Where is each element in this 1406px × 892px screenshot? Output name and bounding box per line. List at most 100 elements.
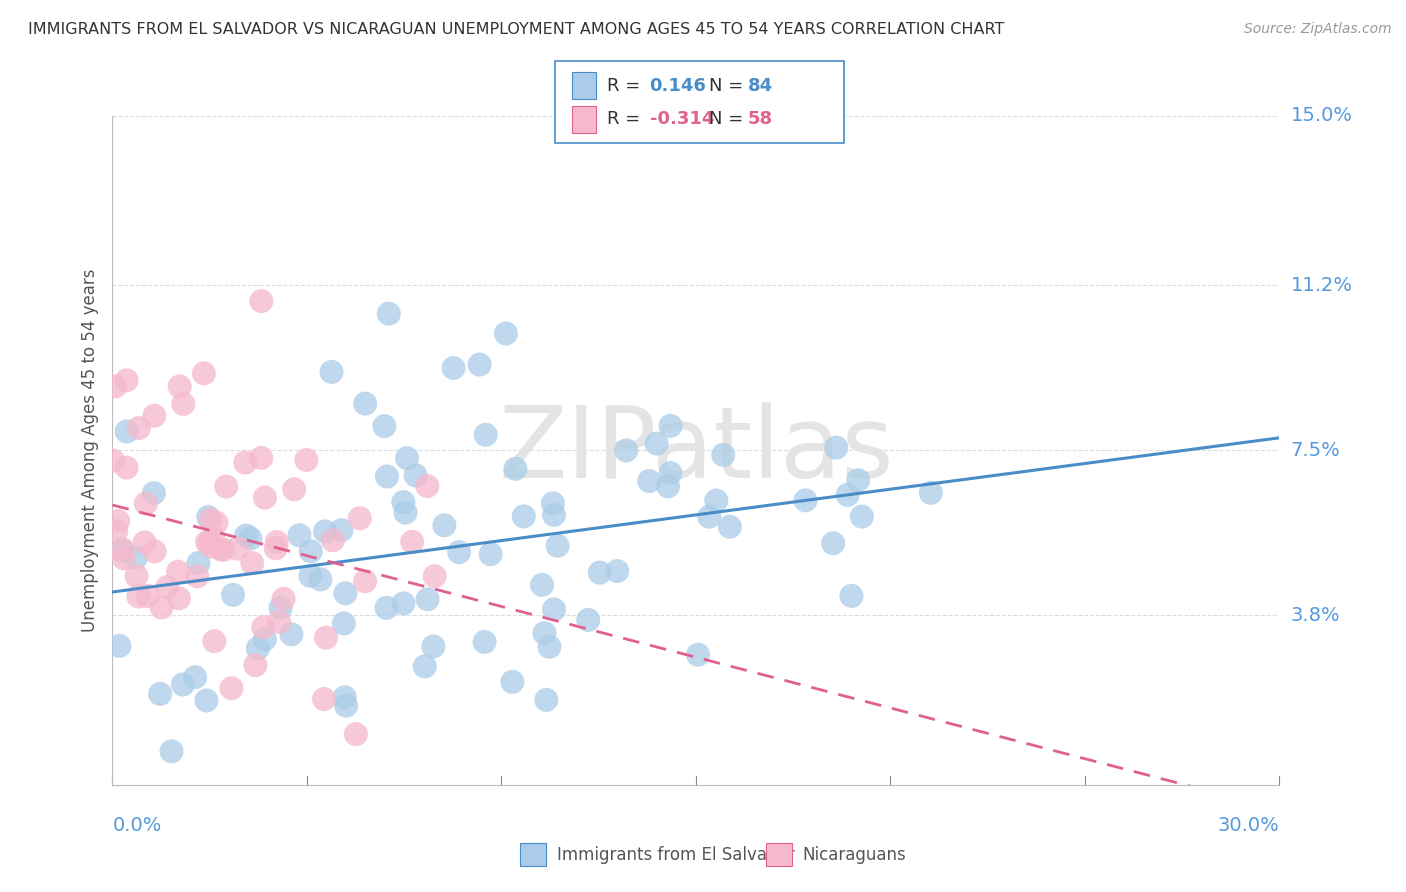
Point [443, 361, 465, 376]
Point [416, 592, 439, 607]
Text: IMMIGRANTS FROM EL SALVADOR VS NICARAGUAN UNEMPLOYMENT AMONG AGES 45 TO 54 YEARS: IMMIGRANTS FROM EL SALVADOR VS NICARAGUA… [28, 22, 1004, 37]
Point [349, 511, 371, 525]
Point [395, 451, 418, 466]
Point [846, 473, 869, 487]
Point [239, 532, 262, 546]
Point [645, 436, 668, 450]
Point [394, 506, 416, 520]
Point [401, 534, 423, 549]
Point [212, 542, 235, 557]
Point [195, 693, 218, 707]
Point [330, 523, 353, 537]
Point [172, 677, 194, 691]
Point [253, 632, 276, 647]
Text: 7.5%: 7.5% [1291, 441, 1340, 460]
Point [108, 639, 131, 653]
Point [233, 456, 256, 470]
Point [505, 462, 527, 476]
Text: 11.2%: 11.2% [1291, 276, 1353, 295]
Point [101, 453, 124, 467]
Point [314, 524, 336, 539]
Point [433, 518, 456, 533]
Point [202, 530, 225, 544]
Point [449, 545, 471, 559]
Point [321, 365, 343, 379]
Text: ZIPatlas: ZIPatlas [498, 402, 894, 499]
Point [172, 397, 194, 411]
Point [823, 536, 845, 550]
Point [200, 513, 222, 527]
Point [115, 460, 138, 475]
Point [250, 294, 273, 309]
Point [105, 524, 128, 538]
Text: -0.314: -0.314 [650, 111, 714, 128]
Point [226, 541, 249, 556]
Point [125, 569, 148, 583]
Point [697, 509, 720, 524]
Point [606, 564, 628, 578]
Point [200, 540, 222, 554]
Point [375, 600, 398, 615]
Point [392, 596, 415, 610]
Point [543, 508, 565, 522]
Point [541, 496, 564, 510]
Point [150, 600, 173, 615]
Text: N =: N = [709, 77, 748, 95]
Point [187, 556, 209, 570]
Text: 30.0%: 30.0% [1218, 815, 1279, 835]
Point [533, 626, 555, 640]
Point [657, 479, 679, 493]
Point [354, 397, 377, 411]
Point [167, 565, 190, 579]
Point [375, 469, 398, 483]
Point [209, 542, 232, 557]
Point [235, 528, 257, 542]
Text: Immigrants from El Salvador: Immigrants from El Salvador [557, 846, 794, 863]
Point [794, 493, 817, 508]
Point [423, 569, 446, 583]
Point [322, 533, 344, 548]
Point [280, 627, 302, 641]
Point [513, 509, 536, 524]
Point [531, 578, 554, 592]
Point [186, 569, 208, 583]
Point [135, 496, 157, 510]
Point [333, 616, 356, 631]
Point [344, 727, 367, 741]
Point [111, 544, 134, 558]
Text: R =: R = [607, 77, 647, 95]
Point [149, 687, 172, 701]
Point [267, 615, 290, 629]
Point [245, 658, 267, 673]
Point [413, 659, 436, 673]
Point [195, 535, 218, 549]
Y-axis label: Unemployment Among Ages 45 to 54 years: Unemployment Among Ages 45 to 54 years [80, 268, 98, 632]
Point [841, 589, 863, 603]
Point [202, 634, 225, 648]
Point [169, 379, 191, 393]
Point [197, 510, 219, 524]
Text: 58: 58 [748, 111, 773, 128]
Point [718, 520, 741, 534]
Point [315, 631, 337, 645]
Point [167, 591, 190, 606]
Point [468, 358, 491, 372]
Point [295, 453, 318, 467]
Text: 15.0%: 15.0% [1291, 106, 1353, 126]
Point [333, 690, 356, 705]
Point [335, 698, 357, 713]
Point [335, 586, 357, 600]
Point [614, 443, 637, 458]
Point [142, 486, 165, 500]
Text: R =: R = [607, 111, 647, 128]
Point [416, 479, 439, 493]
Point [136, 589, 159, 603]
Point [659, 466, 682, 480]
Point [112, 551, 135, 566]
Point [143, 544, 166, 558]
Text: N =: N = [709, 111, 748, 128]
Point [184, 670, 207, 684]
Point [266, 535, 288, 549]
Point [378, 307, 401, 321]
Point [538, 640, 561, 654]
